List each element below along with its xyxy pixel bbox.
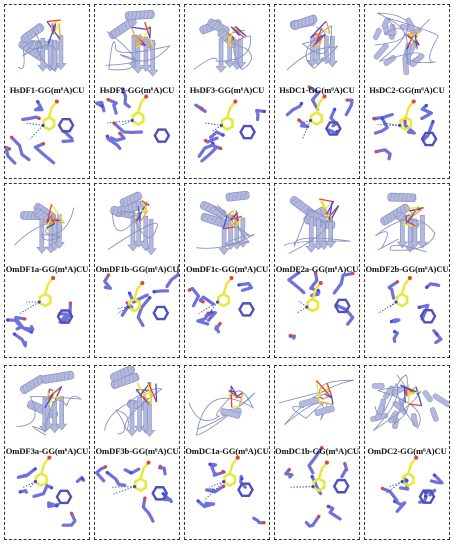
- rna-ligand: [135, 381, 158, 406]
- protein-cartoon: [104, 366, 163, 437]
- panel-label: HsDC1-GG(m⁶A)CU: [279, 85, 355, 95]
- structure-panel: OmDC1b-GG(m⁶A)CU: [274, 365, 360, 540]
- rna-ligand: [130, 21, 154, 49]
- structure-panel: OmDF1c-GG(m⁶A)CU: [184, 183, 270, 358]
- panel-label: HsDF3-GG(m⁶A)CU: [189, 85, 265, 95]
- rna-ligand: [405, 30, 420, 50]
- structure-render: [283, 196, 355, 340]
- rna-ligand: [226, 25, 247, 47]
- rna-ligand: [222, 210, 243, 230]
- protein-cartoon: [286, 14, 338, 71]
- structure-render: [16, 370, 86, 527]
- rna-ligand: [400, 383, 423, 407]
- binding-pocket: [285, 85, 354, 139]
- binding-pocket: [187, 276, 255, 334]
- binding-pocket: [103, 264, 179, 328]
- binding-pocket: [5, 99, 75, 165]
- structure-panel: OmDC1a-GG(m⁶A)CU: [184, 365, 270, 540]
- structure-panel: OmDF2b-GG(m⁶A)CU: [364, 183, 450, 358]
- panel-label: OmDC1a-GG(m⁶A)CU: [185, 446, 269, 456]
- structure-render: [285, 14, 354, 139]
- binding-pocket: [372, 99, 438, 161]
- rna-ligand: [46, 19, 62, 45]
- panel-label: OmDF1a-GG(m⁶A)CU: [5, 264, 89, 274]
- protein-cartoon: [17, 23, 67, 73]
- binding-pocket: [284, 445, 350, 528]
- structure-panel: OmDF2a-GG(m⁶A)CU: [274, 183, 360, 358]
- panel-label: HsDC2-GG(m⁶A)CU: [369, 85, 445, 95]
- structure-render: [5, 19, 75, 165]
- protein-cartoon: [372, 12, 439, 76]
- rna-ligand: [315, 380, 334, 406]
- panel-label: OmDF3a-GG(m⁶A)CU: [5, 446, 89, 456]
- rna-ligand: [45, 203, 66, 230]
- protein-cartoon: [370, 374, 449, 431]
- binding-pocket: [95, 460, 173, 523]
- binding-pocket: [95, 87, 171, 150]
- structure-panel: OmDF3a-GG(m⁶A)CU: [4, 365, 90, 540]
- rna-ligand: [44, 385, 64, 409]
- binding-pocket: [380, 455, 444, 513]
- structure-render: [370, 374, 449, 513]
- binding-pocket: [196, 455, 266, 525]
- structure-render: [372, 12, 439, 161]
- panel-label: OmDF1b-GG(m⁶A)CU: [95, 264, 179, 274]
- structure-panel: OmDC2-GG(m⁶A)CU: [364, 365, 450, 540]
- structure-panel: HsDC2-GG(m⁶A)CU: [364, 4, 450, 179]
- panel-label: OmDF2b-GG(m⁶A)CU: [365, 264, 449, 274]
- binding-pocket: [194, 99, 266, 163]
- panel-label: HsDF2-GG(m⁶A)CU: [99, 85, 175, 95]
- panel-label: OmDF2a-GG(m⁶A)CU: [275, 264, 359, 274]
- structure-render: [95, 366, 173, 523]
- structure-render: [193, 18, 266, 163]
- protein-cartoon: [16, 370, 83, 436]
- binding-pocket: [287, 271, 355, 340]
- panel-label: OmDF1c-GG(m⁶A)CU: [185, 264, 269, 274]
- rna-ligand: [310, 20, 331, 48]
- structure-panel: HsDF3-GG(m⁶A)CU: [184, 4, 270, 179]
- protein-cartoon: [107, 191, 158, 256]
- protein-cartoon: [278, 379, 355, 426]
- structure-render: [278, 379, 355, 528]
- rna-ligand: [402, 206, 424, 227]
- protein-cartoon: [193, 18, 252, 73]
- panel-label: OmDF3b-GG(m⁶A)CU: [95, 446, 179, 456]
- structure-panel: OmDF3b-GG(m⁶A)CU: [94, 365, 180, 540]
- structure-panel: OmDF1b-GG(m⁶A)CU: [94, 183, 180, 358]
- rna-ligand: [228, 385, 244, 408]
- structure-render: [188, 385, 266, 525]
- rna-ligand: [318, 198, 340, 222]
- structure-render: [95, 10, 171, 150]
- protein-cartoon: [283, 196, 351, 254]
- structure-panel: HsDC1-GG(m⁶A)CU: [274, 4, 360, 179]
- structure-render: [103, 191, 179, 328]
- protein-cartoon: [14, 202, 75, 254]
- panel-label: HsDF1-GG(m⁶A)CU: [9, 85, 85, 95]
- structure-render: [187, 190, 255, 334]
- binding-pocket: [16, 455, 86, 527]
- panel-label: OmDC2-GG(m⁶A)CU: [367, 446, 447, 456]
- structure-render: [6, 202, 75, 348]
- binding-pocket: [6, 276, 74, 348]
- protein-cartoon: [195, 190, 255, 256]
- structure-panel: HsDF1-GG(m⁶A)CU: [4, 4, 90, 179]
- panel-label: OmDC1b-GG(m⁶A)CU: [275, 446, 360, 456]
- structure-render: [375, 192, 443, 345]
- structure-panel: OmDF1a-GG(m⁶A)CU: [4, 183, 90, 358]
- rna-ligand: [134, 200, 150, 223]
- structure-panel: HsDF2-GG(m⁶A)CU: [94, 4, 180, 179]
- binding-pocket: [377, 276, 443, 345]
- protein-cartoon: [188, 390, 256, 436]
